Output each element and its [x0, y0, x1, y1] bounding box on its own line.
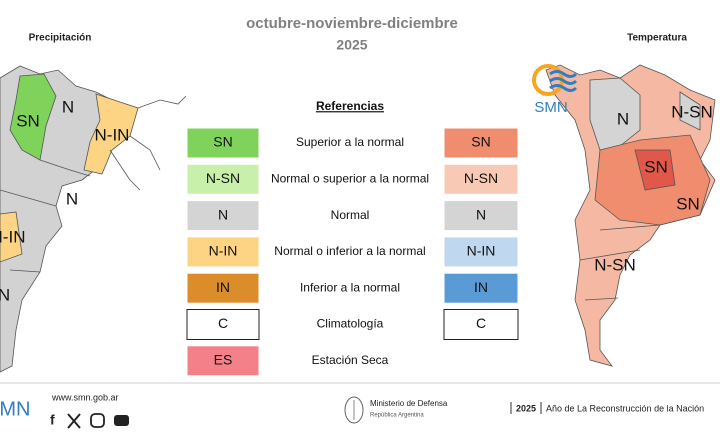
legend-code: C	[218, 315, 228, 331]
map-label: N-SN	[594, 255, 636, 274]
country: República Argentina	[370, 413, 424, 419]
temperature-map	[545, 64, 716, 367]
facebook-icon[interactable]: f	[50, 412, 55, 428]
smn-logo-text: SMN	[534, 99, 567, 116]
title: octubre-noviembre-diciembre	[246, 15, 458, 32]
legend-swatch	[186, 309, 260, 340]
legend-text: Climatología	[317, 317, 384, 331]
ministry-crest	[344, 396, 364, 424]
map-label: SN	[644, 157, 668, 176]
legend-swatch	[443, 127, 519, 159]
legend-text: Superior a la normal	[296, 135, 404, 149]
map-label: N	[617, 109, 629, 128]
map-label: N-IN	[95, 125, 130, 144]
legend-code: SN	[471, 134, 490, 150]
youtube-icon[interactable]	[114, 415, 129, 426]
legend-swatch	[186, 127, 260, 159]
legend-text: Normal o superior a la normal	[271, 171, 429, 185]
legend-title: Referencias	[316, 99, 384, 113]
map-label: N-IN	[0, 227, 25, 246]
legend-code: N-IN	[209, 243, 238, 259]
legend-swatch	[443, 163, 519, 195]
map-label: N	[0, 285, 10, 304]
ministry: Ministerio de Defensa	[370, 399, 448, 408]
map-label: SN	[16, 111, 40, 130]
legend-code: SN	[213, 134, 232, 150]
legend-code: N	[476, 206, 486, 222]
legend-text: Normal o inferior a la normal	[274, 244, 425, 258]
legend-code: IN	[474, 279, 488, 295]
legend-swatch	[443, 200, 519, 232]
map-label: N-SN	[671, 102, 713, 121]
legend-code: ES	[214, 352, 233, 368]
legend-swatch	[186, 200, 260, 232]
legend-text: Normal	[331, 208, 370, 222]
right-map-title: Temperatura	[627, 33, 687, 44]
footer-year: 2025	[516, 403, 536, 413]
legend-code: C	[476, 315, 486, 331]
legend-swatch	[186, 163, 260, 195]
legend-text: Inferior a la normal	[300, 280, 400, 294]
legend-code: N-SN	[464, 170, 498, 186]
legend-swatch	[443, 236, 519, 268]
smn-logo: SMN	[532, 64, 578, 116]
map-label: N	[62, 97, 74, 116]
map-label: SN	[676, 194, 700, 213]
map-label: N	[66, 189, 78, 208]
social-icons[interactable]: f	[50, 412, 129, 429]
legend-swatch	[186, 236, 260, 268]
footer-url[interactable]: www.smn.gob.ar	[51, 392, 119, 402]
x-icon[interactable]	[67, 413, 81, 429]
instagram-icon[interactable]	[90, 413, 105, 428]
year: 2025	[336, 37, 367, 53]
legend-swatch	[186, 345, 260, 377]
footer-motto: Año de La Reconstrucción de la Nación	[546, 403, 704, 413]
legend-code: N-IN	[467, 243, 496, 259]
precipitation-map	[0, 65, 187, 373]
legend-swatch	[186, 272, 260, 304]
footer-logo: SMN	[0, 398, 30, 420]
legend-text: Estación Seca	[312, 353, 389, 367]
legend-code: N	[218, 206, 228, 222]
legend-swatch	[443, 309, 519, 340]
left-map-title: Precipitación	[29, 33, 92, 44]
legend-swatch	[443, 272, 519, 304]
legend-code: N-SN	[206, 170, 240, 186]
legend-code: IN	[216, 279, 230, 295]
